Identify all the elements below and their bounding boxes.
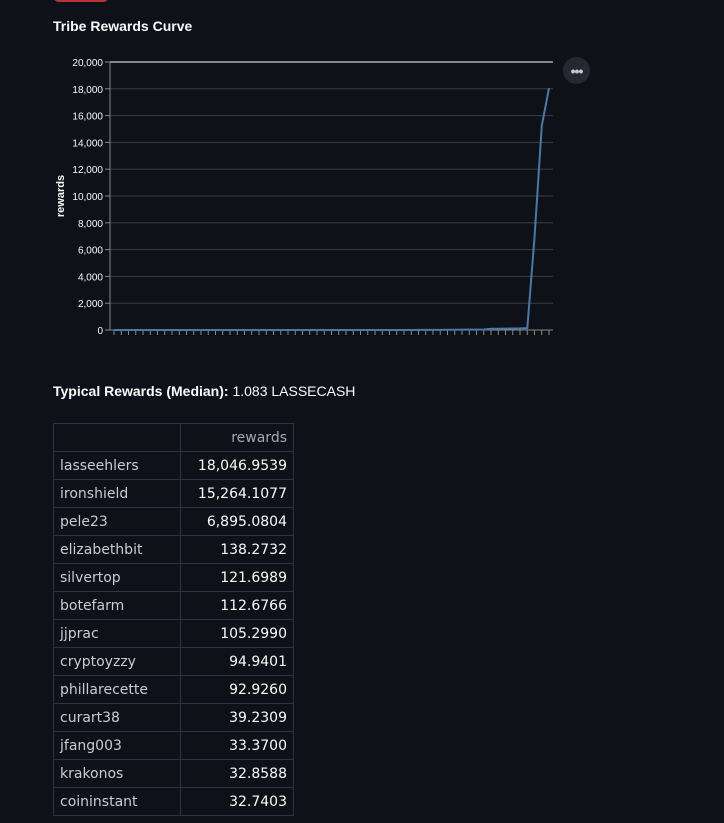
rewards-curve-chart: 0 2,000 4,000 6,000 8,000 10,000 12,000 14,000 1… [48,50,608,350]
y-tick-label: 16,000 [72,112,103,123]
row-user-name: botefarm [53,591,181,620]
row-user-name: krakonos [53,759,181,788]
more-horizontal-icon: ••• [570,62,584,79]
row-user-name: phillarecette [53,675,181,704]
table-header-row: rewards [53,423,294,452]
row-rewards-value: 92.9260 [180,675,294,704]
median-value: 1.083 LASSECASH [232,383,356,399]
table-row[interactable]: pele23 6,895.0804 [53,507,294,536]
table-row[interactable]: cryptoyzzy 94.9401 [53,647,294,676]
row-user-name: cryptoyzzy [53,647,181,676]
row-user-name: pele23 [53,507,181,536]
row-user-name: silvertop [53,563,181,592]
row-user-name: jfang003 [53,731,181,760]
table-row[interactable]: curart38 39.2309 [53,703,294,732]
y-axis-label: rewards [55,175,67,217]
chart-menu-button[interactable]: ••• [563,57,590,84]
y-tick-label: 20,000 [72,58,103,69]
table-row[interactable]: elizabethbit 138.2732 [53,535,294,564]
row-rewards-value: 32.8588 [180,759,294,788]
table-row[interactable]: jfang003 33.3700 [53,731,294,760]
y-tick-label: 18,000 [72,85,103,96]
row-user-name: lasseehlers [53,451,181,480]
table-row[interactable]: phillarecette 92.9260 [53,675,294,704]
top-button-fragment[interactable] [53,0,109,2]
median-rewards-line: Typical Rewards (Median): 1.083 LASSECAS… [53,383,355,399]
row-user-name: jjprac [53,619,181,648]
row-rewards-value: 39.2309 [180,703,294,732]
rewards-table: rewards lasseehlers 18,046.9539 ironshield… [53,423,294,816]
row-rewards-value: 6,895.0804 [180,507,294,536]
y-tick-label: 8,000 [78,219,103,230]
row-user-name: curart38 [53,703,181,732]
row-rewards-value: 15,264.1077 [180,479,294,508]
rewards-table-container[interactable]: rewards lasseehlers 18,046.9539 ironshield… [53,423,295,823]
row-rewards-value: 18,046.9539 [180,451,294,480]
table-row[interactable]: botefarm 112.6766 [53,591,294,620]
row-rewards-value: 121.6989 [180,563,294,592]
row-rewards-value: 105.2990 [180,619,294,648]
chart-section-title: Tribe Rewards Curve [53,18,193,34]
table-row[interactable]: jjprac 105.2990 [53,619,294,648]
y-tick-label: 12,000 [72,165,103,176]
row-rewards-value: 33.3700 [180,731,294,760]
row-rewards-value: 138.2732 [180,535,294,564]
table-row[interactable]: krakonos 32.8588 [53,759,294,788]
y-tick-label: 14,000 [72,138,103,149]
row-user-name: ironshield [53,479,181,508]
y-tick-label: 4,000 [78,272,103,283]
row-rewards-value: 112.6766 [180,591,294,620]
table-body: lasseehlers 18,046.9539 ironshield 15,264.1… [53,451,294,816]
table-row[interactable]: silvertop 121.6989 [53,563,294,592]
index-header [53,423,181,452]
rewards-line-chart-svg: 0 2,000 4,000 6,000 8,000 10,000 12,000 14,000 1… [55,58,553,337]
row-user-name: elizabethbit [53,535,181,564]
y-tick-label: 2,000 [78,299,103,310]
y-tick-label: 0 [97,326,103,337]
y-tick-label: 10,000 [72,192,103,203]
y-tick-label: 6,000 [78,246,103,257]
rewards-series-line [114,88,550,331]
median-label: Typical Rewards (Median): [53,383,229,399]
rewards-column-header[interactable]: rewards [180,423,294,452]
table-row[interactable]: ironshield 15,264.1077 [53,479,294,508]
row-rewards-value: 94.9401 [180,647,294,676]
table-row[interactable]: lasseehlers 18,046.9539 [53,451,294,480]
